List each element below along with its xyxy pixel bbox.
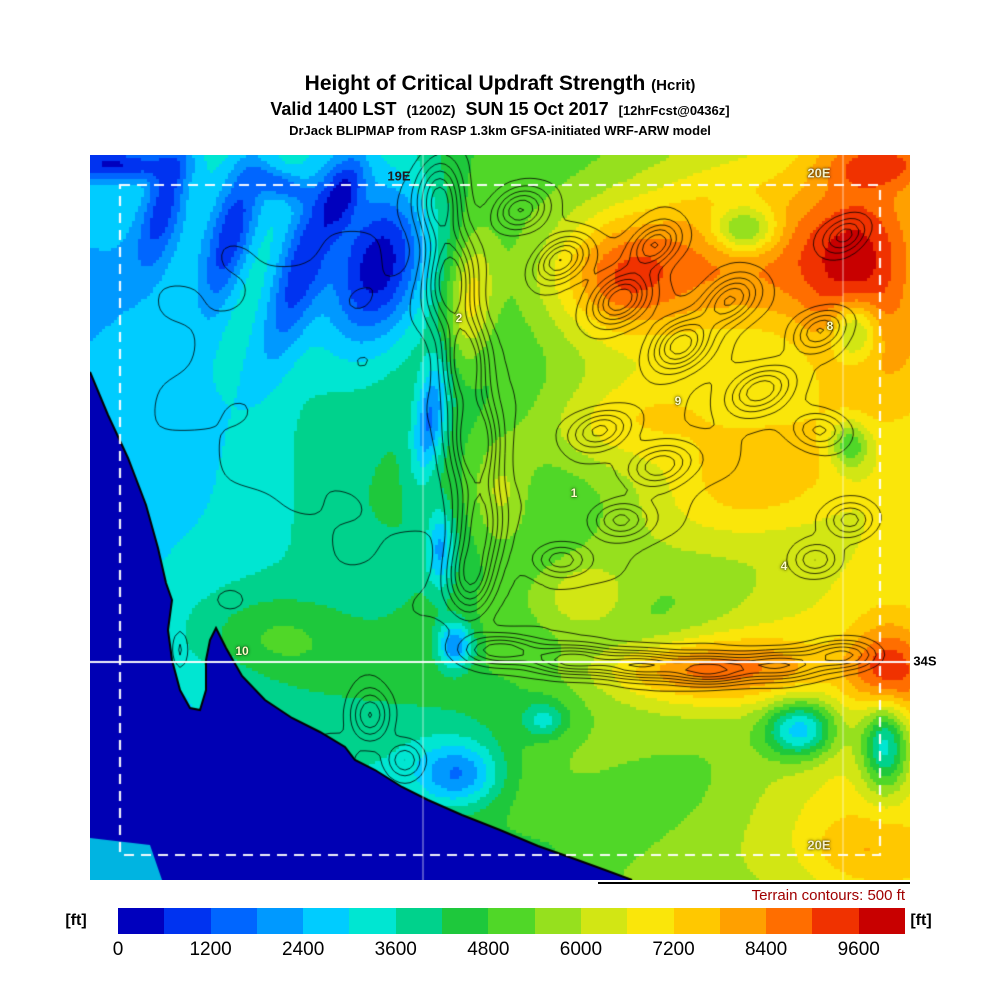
colorbar-tick-label: 6000 xyxy=(559,939,603,960)
colorbar-segment xyxy=(442,908,489,934)
valid-date: SUN 15 Oct 2017 xyxy=(465,99,609,120)
colorbar-segment xyxy=(349,908,396,934)
page-title-suffix: (Hcrit) xyxy=(651,77,696,94)
valid-zulu: (1200Z) xyxy=(406,102,456,119)
colorbar-segment xyxy=(673,908,720,934)
colorbar-tick-label: 4800 xyxy=(467,939,510,960)
colorbar-tick-label: 3600 xyxy=(374,939,417,960)
colorbar-segment xyxy=(719,908,767,934)
forecast-tag: [12hrFcst@0436z] xyxy=(618,103,730,119)
page-title-line: Height of Critical Updraft Strength (Hcr… xyxy=(0,72,1000,96)
colorbar-segment xyxy=(488,908,535,934)
colorbar-tick-label: 1200 xyxy=(189,939,232,960)
colorbar-tick-label: 8400 xyxy=(744,939,788,960)
terrain-contours-note: Terrain contours: 500 ft xyxy=(751,887,905,904)
colorbar-segment xyxy=(118,908,165,934)
colorbar-segment xyxy=(534,908,581,934)
colorbar-segment xyxy=(627,908,674,934)
colorbar-segment xyxy=(812,908,859,934)
colorbar-unit-right: [ft] xyxy=(910,912,932,929)
colorbar-unit-left: [ft] xyxy=(65,912,87,929)
valid-prefix: Valid 1400 LST xyxy=(270,99,397,120)
colorbar-tick-label: 0 xyxy=(112,939,124,960)
colorbar-segment xyxy=(256,908,304,934)
lat-label-34s: 34S xyxy=(913,653,937,669)
header: Height of Critical Updraft Strength (Hcr… xyxy=(0,72,1000,138)
colorbar-tick-label: 7200 xyxy=(652,939,695,960)
colorbar-segment xyxy=(580,908,628,934)
colorbar-segment xyxy=(766,908,813,934)
colorbar-tick-label: 9600 xyxy=(837,939,880,960)
model-line: DrJack BLIPMAP from RASP 1.3km GFSA-init… xyxy=(289,123,711,139)
map-footer-rule xyxy=(598,882,910,884)
colorbar-tick-label: 2400 xyxy=(282,939,325,960)
forecast-map-canvas xyxy=(90,155,910,880)
page-title: Height of Critical Updraft Strength xyxy=(304,72,646,95)
colorbar-segment xyxy=(858,908,906,934)
colorbar-segment xyxy=(395,908,443,934)
colorbar-segment xyxy=(164,908,211,934)
valid-line: Valid 1400 LST (1200Z) SUN 15 Oct 2017 [… xyxy=(0,99,1000,120)
colorbar-segment xyxy=(303,908,350,934)
colorbar xyxy=(118,908,906,934)
colorbar-segment xyxy=(210,908,257,934)
